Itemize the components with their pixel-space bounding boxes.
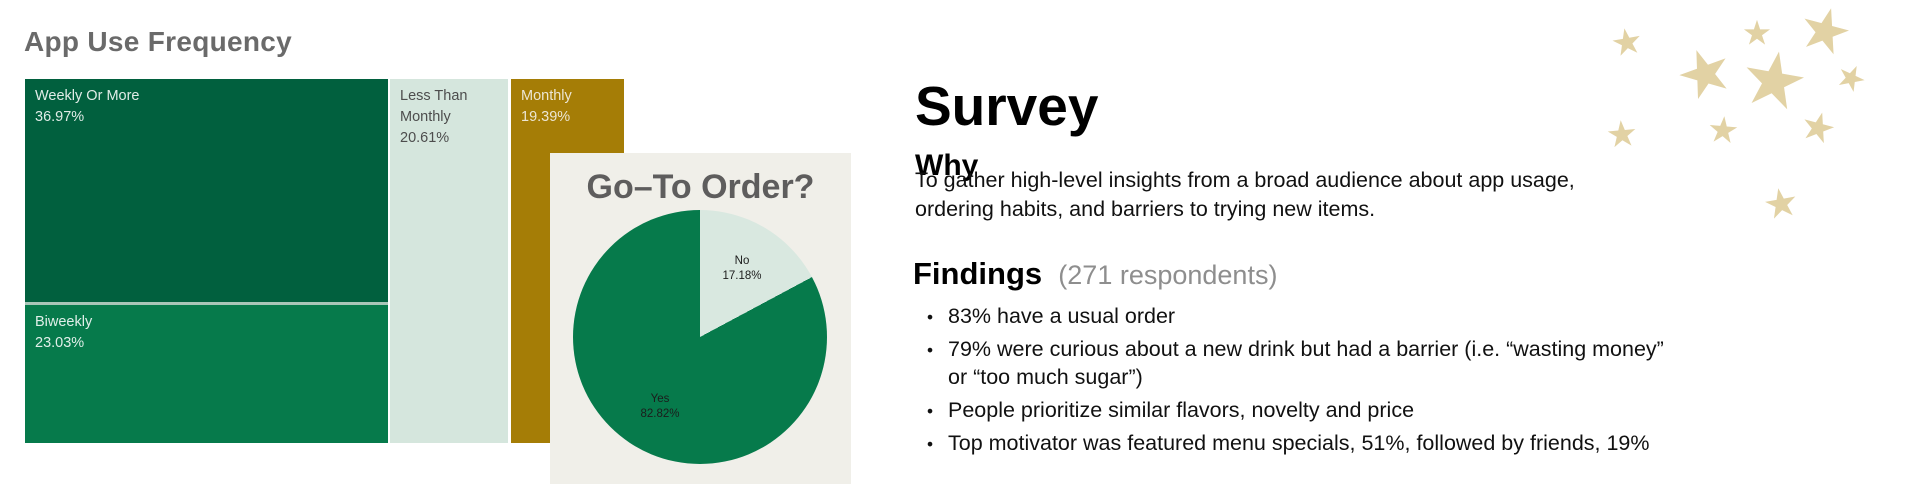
- app-use-frequency-treemap: Weekly Or More 36.97% Biweekly 23.03% Le…: [25, 79, 624, 443]
- treemap-block-label: Monthly: [521, 88, 572, 104]
- treemap-block-value: 20.61%: [400, 130, 450, 146]
- findings-heading-label: Findings: [913, 256, 1043, 291]
- findings-respondents-note: (271 respondents): [1058, 260, 1278, 290]
- treemap-block-label: Biweekly: [35, 314, 93, 330]
- why-heading: Why: [915, 148, 979, 182]
- treemap-block-value: 23.03%: [35, 335, 85, 351]
- go-to-order-card: Go–To Order? No 17.18% Yes 82.82%: [550, 153, 851, 484]
- why-text-line: ordering habits, and barriers to trying …: [915, 197, 1376, 221]
- pie-slice-value: 17.18%: [722, 270, 762, 282]
- treemap-block-label: Less Than Monthly: [400, 88, 468, 125]
- pie-slice-name: No: [734, 255, 750, 267]
- star-icon: ★: [1828, 53, 1874, 103]
- treemap-block-weekly-or-more: Weekly Or More 36.97%: [25, 79, 388, 302]
- treemap-block-biweekly: Biweekly 23.03%: [25, 305, 388, 443]
- treemap-divider: [25, 302, 388, 305]
- finding-item: 83% have a usual order: [915, 302, 1665, 331]
- star-icon: ★: [1665, 29, 1745, 119]
- pie-title: Go–To Order?: [586, 168, 815, 206]
- star-icon: ★: [1759, 178, 1803, 230]
- pie-label-no: No 17.18%: [697, 254, 787, 284]
- star-icon: ★: [1607, 19, 1647, 66]
- star-icon: ★: [1789, 0, 1861, 72]
- finding-item: 79% were curious about a new drink but h…: [915, 335, 1665, 391]
- survey-heading: Survey: [915, 74, 1099, 137]
- pie-slice-value: 82.82%: [640, 408, 680, 420]
- why-text: To gather high-level insights from a bro…: [915, 166, 1575, 224]
- go-to-order-pie: No 17.18% Yes 82.82%: [573, 210, 827, 464]
- treemap-block-label: Weekly Or More: [35, 88, 140, 104]
- star-icon: ★: [1794, 101, 1842, 155]
- treemap-title: App Use Frequency: [24, 26, 293, 57]
- findings-list: 83% have a usual order 79% were curious a…: [915, 302, 1665, 462]
- finding-item: Top motivator was featured menu specials…: [915, 429, 1665, 458]
- treemap-block-less-than-monthly: Less Than Monthly 20.61%: [390, 79, 508, 443]
- pie-label-yes: Yes 82.82%: [615, 392, 705, 422]
- star-icon: ★: [1604, 112, 1640, 157]
- star-icon: ★: [1741, 13, 1773, 54]
- treemap-block-value: 19.39%: [521, 109, 571, 125]
- pie-slice-name: Yes: [650, 393, 670, 405]
- finding-item: People prioritize similar flavors, novel…: [915, 396, 1665, 425]
- findings-heading: Findings (271 respondents): [913, 256, 1278, 291]
- why-text-line: To gather high-level insights from a bro…: [915, 168, 1575, 192]
- star-icon: ★: [1705, 108, 1741, 153]
- treemap-block-value: 36.97%: [35, 109, 85, 125]
- star-icon: ★: [1732, 29, 1816, 130]
